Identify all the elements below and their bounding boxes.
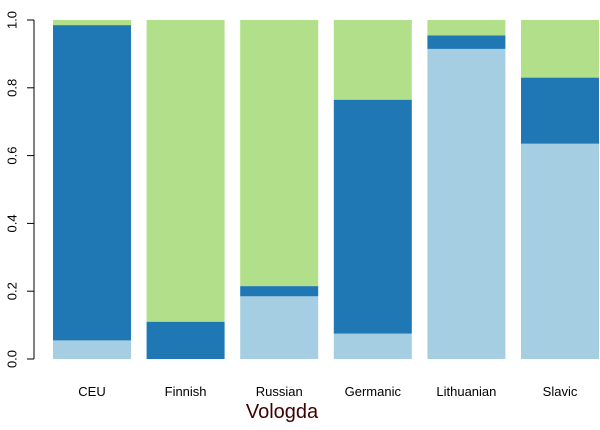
bar-segment-germanic-1	[333, 333, 412, 359]
bar-segment-ceu-3	[53, 20, 131, 26]
y-tick-label: 0.4	[4, 214, 19, 232]
x-tick-label-germanic: Germanic	[345, 384, 402, 399]
x-tick-labels: CEU Finnish Russian Germanic Lithuanian Slavi…	[78, 384, 578, 399]
y-tick-label: 0.0	[4, 350, 19, 368]
bar-segment-slavic-1	[521, 143, 599, 359]
bar-segment-lithuanian-1	[427, 48, 506, 360]
bar-segment-slavic-2	[521, 77, 599, 144]
bars-layer	[53, 20, 599, 360]
y-tick-label: 0.6	[4, 147, 19, 165]
bar-segment-ceu-2	[53, 25, 131, 341]
bar-segment-russian-3	[240, 20, 319, 287]
bar-segment-finnish-2	[146, 321, 225, 359]
x-tick-label-finnish: Finnish	[165, 384, 207, 399]
x-tick-label-slavic: Slavic	[543, 384, 578, 399]
bar-segment-slavic-3	[521, 20, 599, 78]
y-tick-label: 1.0	[4, 11, 19, 29]
x-tick-label-russian: Russian	[256, 384, 303, 399]
bar-segment-lithuanian-3	[427, 20, 506, 36]
bar-segment-lithuanian-2	[427, 35, 506, 49]
bar-segment-ceu-1	[53, 340, 131, 359]
x-tick-label-lithuanian: Lithuanian	[436, 384, 496, 399]
bar-segment-germanic-2	[333, 99, 412, 334]
bar-segment-russian-2	[240, 286, 319, 297]
bar-segment-russian-1	[240, 296, 319, 359]
y-axis: 0.0 0.2 0.4 0.6 0.8 1.0	[4, 11, 35, 368]
y-tick-label: 0.2	[4, 282, 19, 300]
bar-segment-finnish-3	[146, 20, 225, 322]
y-tick-label: 0.8	[4, 79, 19, 97]
x-tick-label-ceu: CEU	[78, 384, 105, 399]
x-axis-label: Vologda	[246, 401, 319, 423]
bar-segment-germanic-3	[333, 20, 412, 100]
